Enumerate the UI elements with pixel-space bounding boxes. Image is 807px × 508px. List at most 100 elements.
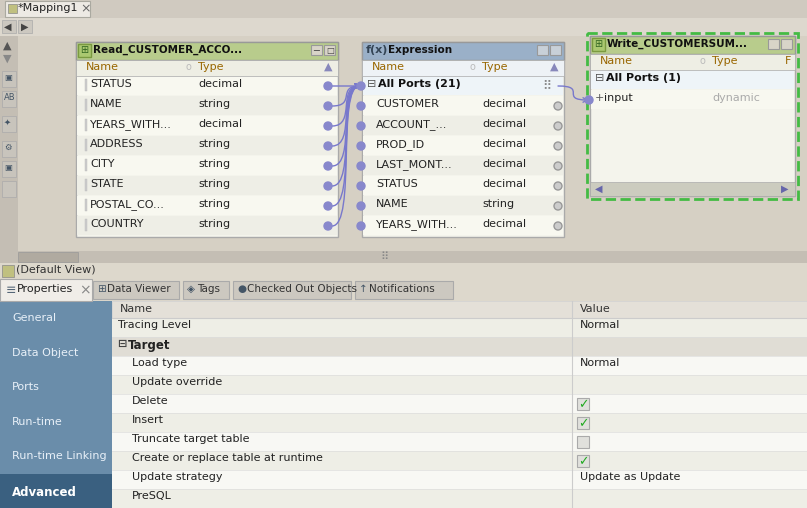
Text: NAME: NAME xyxy=(376,199,408,209)
Text: Run-time Linking: Run-time Linking xyxy=(12,451,107,461)
Bar xyxy=(18,20,32,33)
Bar xyxy=(592,38,605,51)
Text: ×: × xyxy=(80,2,90,15)
Bar xyxy=(363,76,563,95)
Text: +: + xyxy=(595,93,604,103)
Text: o: o xyxy=(700,56,706,66)
Bar xyxy=(85,179,87,191)
Text: All Ports (21): All Ports (21) xyxy=(378,79,461,89)
FancyArrowPatch shape xyxy=(332,84,359,126)
Bar xyxy=(8,4,17,13)
Text: Type: Type xyxy=(198,62,224,72)
Text: decimal: decimal xyxy=(198,119,242,129)
Bar xyxy=(112,356,807,375)
Circle shape xyxy=(357,142,365,150)
Bar xyxy=(0,251,807,263)
Circle shape xyxy=(554,182,562,190)
Text: string: string xyxy=(198,219,230,229)
Text: o: o xyxy=(186,62,192,72)
Circle shape xyxy=(357,162,365,170)
Circle shape xyxy=(554,122,562,130)
Text: ⠿: ⠿ xyxy=(380,252,388,262)
Text: o: o xyxy=(470,62,476,72)
Bar xyxy=(77,196,337,215)
Bar xyxy=(112,337,807,356)
Bar xyxy=(85,119,87,131)
Bar xyxy=(590,36,795,54)
Circle shape xyxy=(554,142,562,150)
Text: Read_CUSTOMER_ACCO...: Read_CUSTOMER_ACCO... xyxy=(93,45,242,55)
Text: ⠿: ⠿ xyxy=(542,79,551,92)
Text: ⊞: ⊞ xyxy=(97,284,106,294)
Text: NAME: NAME xyxy=(90,99,123,109)
Text: Load type: Load type xyxy=(132,358,187,368)
Text: ACCOUNT_...: ACCOUNT_... xyxy=(376,119,447,130)
FancyArrowPatch shape xyxy=(332,84,359,206)
Bar xyxy=(76,42,338,60)
Bar xyxy=(577,417,589,429)
Text: Data Viewer: Data Viewer xyxy=(107,284,170,294)
Text: string: string xyxy=(198,159,230,169)
Text: Normal: Normal xyxy=(580,320,621,330)
Text: string: string xyxy=(198,139,230,149)
Text: COUNTRY: COUNTRY xyxy=(90,219,144,229)
Text: Ports: Ports xyxy=(12,382,40,392)
Text: Properties: Properties xyxy=(17,284,73,294)
Bar xyxy=(76,60,338,76)
Text: input: input xyxy=(604,93,633,103)
Text: ⊞: ⊞ xyxy=(80,45,88,55)
Text: CUSTOMER: CUSTOMER xyxy=(376,99,439,109)
Text: string: string xyxy=(482,199,514,209)
Bar xyxy=(2,265,14,277)
Text: Type: Type xyxy=(712,56,738,66)
Text: PROD_ID: PROD_ID xyxy=(376,139,425,150)
Bar xyxy=(77,116,337,135)
Bar xyxy=(0,279,807,508)
Circle shape xyxy=(554,202,562,210)
Text: decimal: decimal xyxy=(482,159,526,169)
Circle shape xyxy=(324,202,332,210)
Circle shape xyxy=(554,222,562,230)
Text: ⚙: ⚙ xyxy=(4,143,11,152)
Bar xyxy=(362,60,564,76)
Text: ✓: ✓ xyxy=(578,418,588,430)
Bar xyxy=(77,176,337,195)
Text: All Ports (1): All Ports (1) xyxy=(606,73,681,83)
Text: Create or replace table at runtime: Create or replace table at runtime xyxy=(132,453,323,463)
Text: ◀: ◀ xyxy=(595,184,603,194)
Text: Tags: Tags xyxy=(197,284,220,294)
Bar xyxy=(2,91,16,107)
Bar xyxy=(591,90,794,109)
Text: *Mapping1: *Mapping1 xyxy=(18,3,78,13)
Text: ≡: ≡ xyxy=(6,284,16,297)
Text: ✓: ✓ xyxy=(578,398,588,411)
Text: F: F xyxy=(785,56,792,66)
Text: ◀: ◀ xyxy=(4,22,11,32)
Bar xyxy=(550,45,561,55)
Bar xyxy=(363,136,563,155)
Text: ⊟: ⊟ xyxy=(367,79,376,89)
Text: string: string xyxy=(198,179,230,189)
Text: ×: × xyxy=(79,283,90,297)
Text: Value: Value xyxy=(580,304,611,314)
Bar xyxy=(2,161,16,177)
Text: Name: Name xyxy=(600,56,633,66)
Bar xyxy=(362,42,564,237)
Text: dynamic: dynamic xyxy=(712,93,760,103)
Text: LAST_MONT...: LAST_MONT... xyxy=(376,159,453,170)
Bar xyxy=(537,45,548,55)
Bar xyxy=(0,301,112,508)
Text: ▼: ▼ xyxy=(3,54,11,64)
Circle shape xyxy=(324,182,332,190)
Text: ▲: ▲ xyxy=(550,62,558,72)
Bar xyxy=(0,279,807,301)
Circle shape xyxy=(554,102,562,110)
Text: Type: Type xyxy=(482,62,508,72)
Text: decimal: decimal xyxy=(482,119,526,129)
FancyArrowPatch shape xyxy=(332,84,359,186)
Text: decimal: decimal xyxy=(198,79,242,89)
Text: Target: Target xyxy=(128,339,170,352)
Text: YEARS_WITH...: YEARS_WITH... xyxy=(90,119,172,130)
Bar xyxy=(2,181,16,197)
FancyArrowPatch shape xyxy=(558,86,587,102)
